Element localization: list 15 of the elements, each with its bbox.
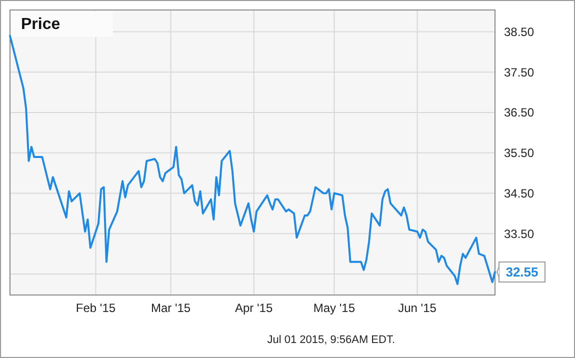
x-tick-label: Jun '15 — [398, 301, 437, 315]
annotation: 32.55 — [506, 264, 538, 280]
x-tick-label: Apr '15 — [235, 301, 273, 315]
y-tick-label: 37.50 — [504, 65, 534, 80]
x-tick-label: May '15 — [313, 301, 356, 315]
y-tick-label: 36.50 — [504, 106, 534, 120]
y-tick-label: 35.50 — [504, 146, 534, 160]
y-tick-label: 34.50 — [504, 186, 534, 200]
line-series — [9, 34, 496, 286]
x-tick-label: Feb '15 — [76, 301, 116, 315]
chart-title: Price — [21, 16, 60, 33]
y-tick-label: 38.50 — [504, 25, 534, 39]
y-tick-label: 33.50 — [504, 226, 534, 241]
x-tick-label: Mar '15 — [150, 301, 191, 315]
text: Jul 01 2015, 9:56AM EDT. — [267, 334, 395, 346]
